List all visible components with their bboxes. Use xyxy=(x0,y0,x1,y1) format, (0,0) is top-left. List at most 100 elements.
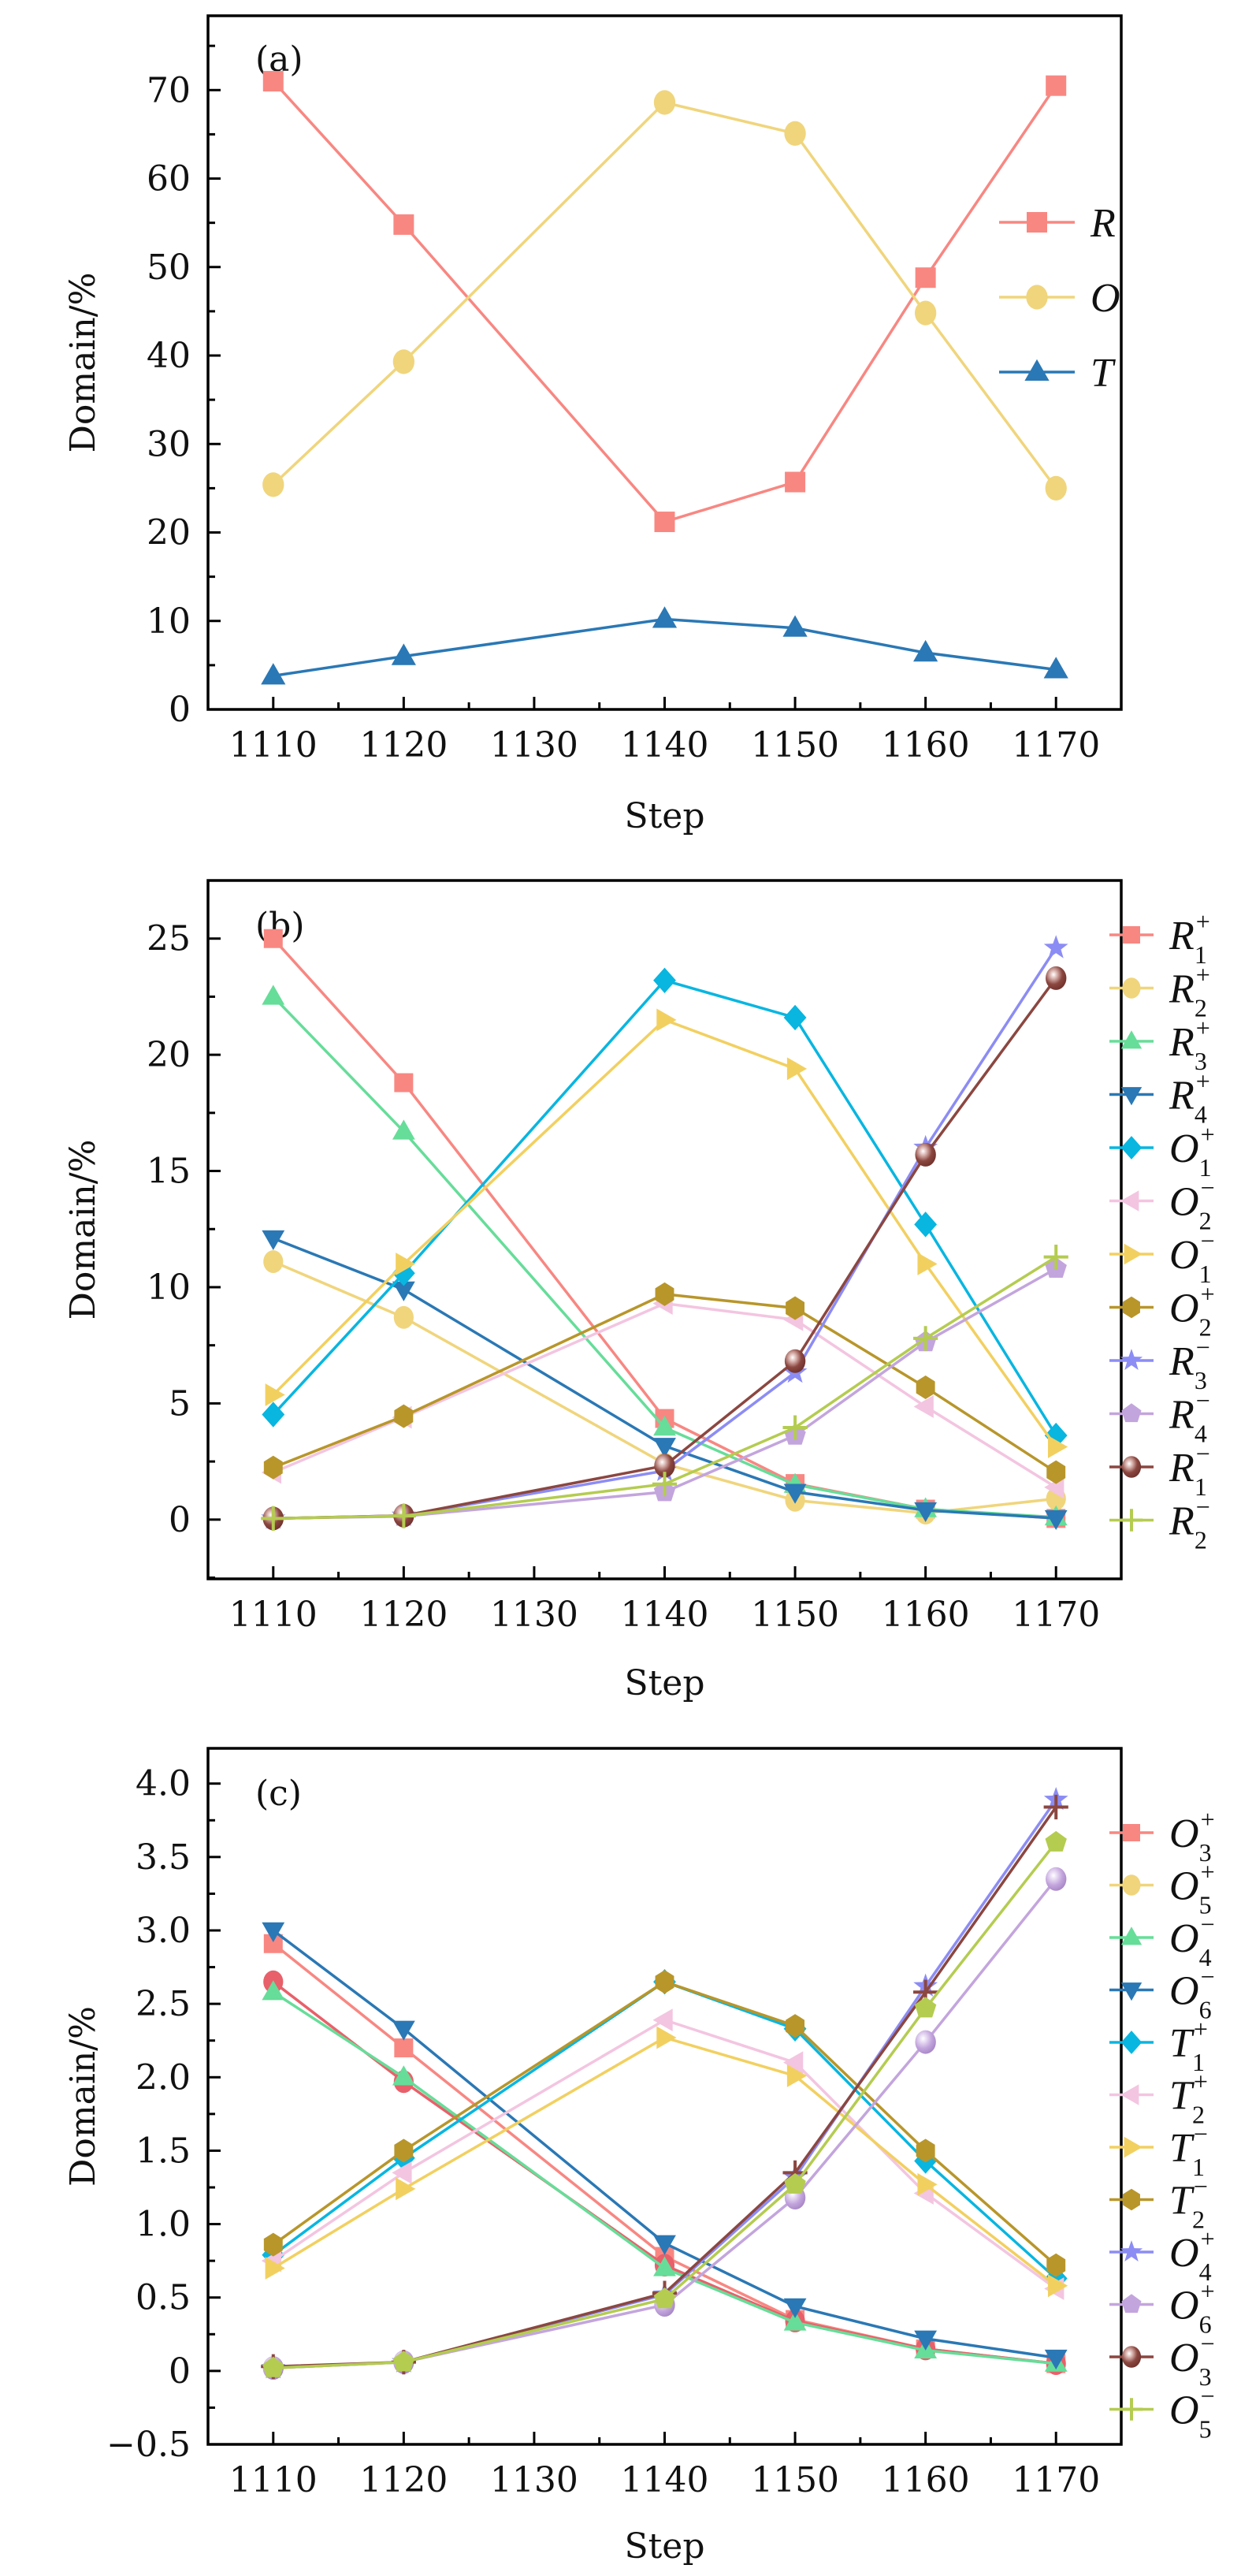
data-point xyxy=(653,967,676,993)
x-tick-label: 1170 xyxy=(1012,1595,1100,1635)
panel-label: (c) xyxy=(255,1774,302,1814)
data-point xyxy=(783,2298,807,2318)
legend-item: T+ 1 xyxy=(1109,2015,1208,2076)
x-tick-label: 1160 xyxy=(882,2460,970,2500)
legend-item: T− 1 xyxy=(1109,2120,1208,2181)
y-axis-title: Domain/% xyxy=(63,273,103,453)
series-T1minus xyxy=(265,2026,1068,2298)
x-tick-label: 1140 xyxy=(621,1595,709,1635)
legend-marker xyxy=(1120,2031,1143,2054)
data-point xyxy=(1044,1509,1068,1531)
data-point xyxy=(914,2330,938,2351)
legend-marker xyxy=(1120,1087,1143,1106)
data-point xyxy=(913,1326,938,1351)
series-line xyxy=(273,1841,1057,2369)
series-line xyxy=(272,2036,1057,2288)
data-point xyxy=(262,985,285,1005)
series-line xyxy=(272,2018,1057,2290)
series-line xyxy=(272,1929,1057,2359)
y-tick-label: 60 xyxy=(147,159,191,199)
legend-item: O+ 6 xyxy=(1109,2277,1215,2339)
legend: R+ 1R+ 2R+ 3R+ 4O+ 1O− 2O− 1O+ 2R− 3R− 4R− 1R− 2 xyxy=(1109,907,1215,1554)
legend-marker xyxy=(1120,1349,1143,1371)
legend-item: R+ 1 xyxy=(1109,907,1210,969)
plot-frame xyxy=(206,14,1123,711)
data-point xyxy=(656,2026,677,2049)
legend-marker xyxy=(1120,1190,1139,1212)
x-tick-label: 1110 xyxy=(229,1595,318,1635)
x-tick-label: 1150 xyxy=(751,2460,839,2500)
legend-label: O+ 6 xyxy=(1169,2277,1215,2339)
data-point xyxy=(391,1503,416,1528)
data-point xyxy=(392,2161,412,2184)
data-point xyxy=(392,1119,415,1140)
legend-marker xyxy=(1027,212,1047,233)
legend-marker xyxy=(1122,1874,1141,1896)
legend-item: O xyxy=(999,276,1120,321)
data-point xyxy=(656,1008,677,1032)
legend-marker xyxy=(1123,926,1140,944)
data-point xyxy=(914,1212,938,1238)
x-tick-label: 1170 xyxy=(1012,725,1100,765)
series-line xyxy=(273,1237,1057,1520)
legend-item: R+ 4 xyxy=(1109,1067,1210,1129)
legend-marker xyxy=(1124,1243,1143,1265)
data-point xyxy=(392,349,415,374)
legend-label: O xyxy=(1091,276,1120,321)
data-point xyxy=(393,214,414,235)
legend-marker xyxy=(1121,1456,1142,1478)
series-line xyxy=(272,1980,1057,2267)
series-R4plus xyxy=(262,1230,1068,1531)
data-point xyxy=(1046,2253,1066,2277)
legend-item: O+ 3 xyxy=(1109,1805,1215,1867)
y-tick-label: 0 xyxy=(169,690,191,730)
legend-label: R+ 3 xyxy=(1169,1014,1210,1075)
data-point xyxy=(783,1004,807,1031)
legend-marker xyxy=(1120,1136,1143,1160)
y-tick-label: 70 xyxy=(147,70,191,110)
x-tick-label: 1150 xyxy=(751,725,839,765)
data-point xyxy=(1045,1830,1067,1852)
series-line xyxy=(272,1990,1057,2366)
y-tick-label: 2.5 xyxy=(136,1984,191,2024)
data-point xyxy=(1048,2274,1068,2298)
legend-item: R+ 3 xyxy=(1109,1014,1210,1075)
legend-marker xyxy=(1123,1824,1140,1841)
x-tick-label: 1170 xyxy=(1012,2460,1100,2500)
legend-label: R− 4 xyxy=(1169,1387,1210,1448)
series-line xyxy=(272,101,1057,490)
data-point xyxy=(782,1415,808,1440)
data-point xyxy=(1044,2349,1068,2370)
legend-marker xyxy=(1026,285,1048,310)
legend-marker xyxy=(1123,2188,1140,2211)
data-point xyxy=(653,2256,676,2276)
legend-label: R+ 2 xyxy=(1169,961,1210,1022)
data-point xyxy=(1046,75,1067,96)
data-point xyxy=(262,1402,285,1428)
legend-item: O+ 4 xyxy=(1109,2224,1215,2286)
data-point xyxy=(655,1282,674,1306)
data-point xyxy=(783,1483,807,1504)
data-point xyxy=(396,2177,416,2201)
data-point xyxy=(393,1305,414,1329)
legend-label: R xyxy=(1090,201,1116,246)
x-tick-label: 1150 xyxy=(751,1595,839,1635)
legend-marker xyxy=(1120,1030,1143,1049)
legend-marker xyxy=(1124,2136,1143,2158)
legend-marker xyxy=(1120,2398,1143,2421)
y-axis-title: Domain/% xyxy=(63,1140,103,1320)
series-O6minus xyxy=(262,1922,1068,2370)
legend-label: O− 1 xyxy=(1169,1227,1215,1288)
legend-item: O− 1 xyxy=(1109,1227,1215,1288)
legend-label: O+ 5 xyxy=(1169,1858,1215,1919)
data-point xyxy=(916,2139,935,2163)
data-point xyxy=(653,1438,676,1458)
data-point xyxy=(265,2257,285,2280)
data-point xyxy=(261,663,286,685)
data-point xyxy=(786,2064,808,2087)
series-line xyxy=(273,617,1057,678)
legend-item: R+ 2 xyxy=(1109,961,1210,1022)
data-point xyxy=(784,2172,806,2194)
data-point xyxy=(917,1253,938,1275)
